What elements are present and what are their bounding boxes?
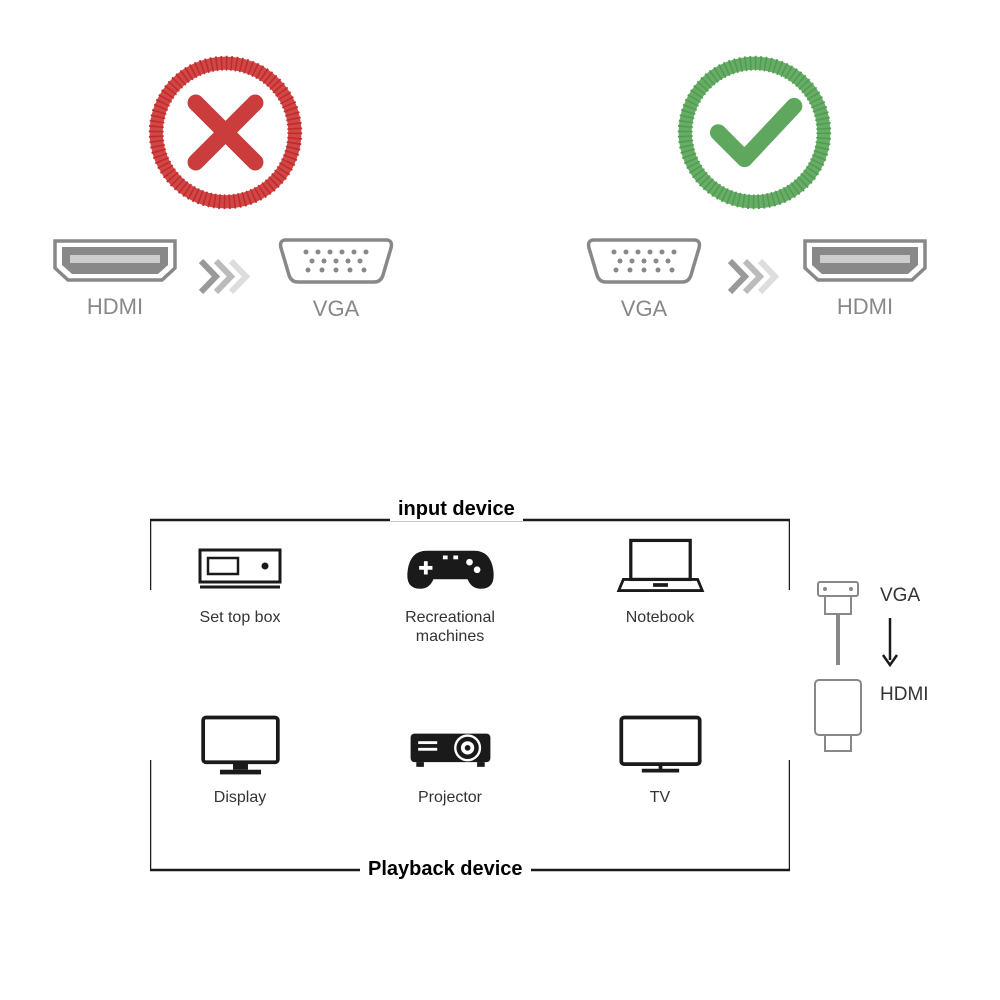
wrong-scenario: HDMI VGA xyxy=(50,50,401,322)
device-settop: Set top box xyxy=(150,530,330,670)
check-badge-icon xyxy=(672,50,837,215)
hdmi-port-icon xyxy=(800,233,930,288)
device-notebook: Notebook xyxy=(570,530,750,670)
hdmi-port-item: HDMI xyxy=(800,233,930,320)
right-scenario: VGA HDMI xyxy=(579,50,930,322)
notebook-label: Notebook xyxy=(626,608,695,627)
vga-port-icon xyxy=(271,230,401,290)
gamepad-icon xyxy=(403,535,498,595)
arrow-right-icon xyxy=(727,259,782,294)
input-label: input device xyxy=(390,498,523,521)
projector-icon xyxy=(403,716,498,774)
device-display: Display xyxy=(150,710,330,850)
device-tv: TV xyxy=(570,710,750,850)
cross-badge-icon xyxy=(143,50,308,215)
vga-label: VGA xyxy=(621,296,667,322)
top-comparison: HDMI VGA xyxy=(0,0,1000,322)
hdmi-label: HDMI xyxy=(87,294,143,320)
adapter-vga-label: VGA xyxy=(880,585,929,607)
adapter-labels: VGA HDMI xyxy=(880,585,929,706)
laptop-icon xyxy=(613,533,708,598)
adapter-hdmi-label: HDMI xyxy=(880,684,929,706)
device-grid: Set top box Recreational machines xyxy=(150,530,750,850)
vga-port-item: VGA xyxy=(271,230,401,322)
projector-label: Projector xyxy=(418,788,482,807)
device-recreational: Recreational machines xyxy=(360,530,540,670)
display-label: Display xyxy=(214,788,266,807)
vga-port-item: VGA xyxy=(579,230,709,322)
tv-icon xyxy=(613,710,708,780)
right-port-row: VGA HDMI xyxy=(579,230,930,322)
wrong-port-row: HDMI VGA xyxy=(50,230,401,322)
hdmi-label: HDMI xyxy=(837,294,893,320)
device-projector: Projector xyxy=(360,710,540,850)
settop-icon xyxy=(190,535,290,595)
settop-label: Set top box xyxy=(200,608,281,627)
playback-label: Playback device xyxy=(360,858,531,881)
arrow-right-icon xyxy=(198,259,253,294)
tv-label: TV xyxy=(650,788,670,807)
arrow-down-icon xyxy=(880,615,900,670)
vga-port-icon xyxy=(579,230,709,290)
adapter-icon xyxy=(800,580,875,770)
monitor-icon xyxy=(193,710,288,780)
hdmi-port-item: HDMI xyxy=(50,233,180,320)
recreational-label: Recreational machines xyxy=(405,608,495,646)
vga-label: VGA xyxy=(313,296,359,322)
hdmi-port-icon xyxy=(50,233,180,288)
